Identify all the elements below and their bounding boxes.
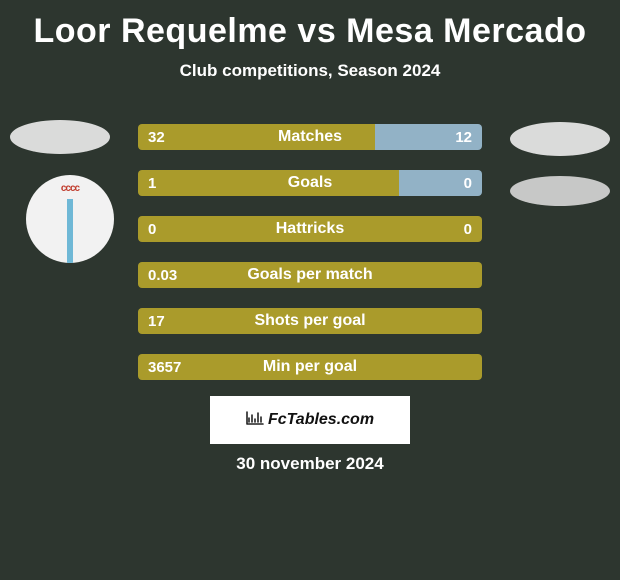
- footer-brand-text: FcTables.com: [268, 411, 374, 429]
- player-left-avatar-placeholder: [10, 120, 110, 154]
- stat-row: 0.03Goals per match: [138, 262, 482, 288]
- chart-icon: [246, 411, 264, 429]
- stat-bar-full: [138, 308, 482, 334]
- stat-row: 3212Matches: [138, 124, 482, 150]
- stat-value-right: 0: [464, 170, 472, 196]
- stat-value-left: 32: [148, 124, 165, 150]
- subtitle: Club competitions, Season 2024: [0, 61, 620, 81]
- stat-bar-left: [138, 124, 375, 150]
- stat-value-left: 3657: [148, 354, 181, 380]
- stat-value-left: 0.03: [148, 262, 177, 288]
- footer-brand-box: FcTables.com: [210, 396, 410, 444]
- club-badge-circle: cccc: [26, 175, 114, 263]
- club-badge-stripe: [67, 199, 73, 263]
- club-badge: cccc: [20, 175, 120, 265]
- club-badge-cross-icon: cccc: [61, 183, 79, 194]
- date-label: 30 november 2024: [0, 454, 620, 474]
- stat-value-left: 1: [148, 170, 156, 196]
- stat-row: 3657Min per goal: [138, 354, 482, 380]
- stat-value-left: 0: [148, 216, 156, 242]
- stat-value-right: 0: [464, 216, 472, 242]
- ellipse-shape: [10, 120, 110, 154]
- stat-bar-left: [138, 170, 399, 196]
- stat-row: 17Shots per goal: [138, 308, 482, 334]
- stat-value-right: 12: [455, 124, 472, 150]
- stat-row: 10Goals: [138, 170, 482, 196]
- stat-row: 00Hattricks: [138, 216, 482, 242]
- player-right-avatar-placeholder-2: [510, 176, 610, 206]
- player-right-avatar-placeholder: [510, 122, 610, 156]
- ellipse-shape: [510, 122, 610, 156]
- stat-bar-full: [138, 216, 482, 242]
- stat-bars: 3212Matches10Goals00Hattricks0.03Goals p…: [138, 124, 482, 400]
- page-title: Loor Requelme vs Mesa Mercado: [0, 0, 620, 51]
- stat-value-left: 17: [148, 308, 165, 334]
- stat-bar-full: [138, 354, 482, 380]
- stat-bar-full: [138, 262, 482, 288]
